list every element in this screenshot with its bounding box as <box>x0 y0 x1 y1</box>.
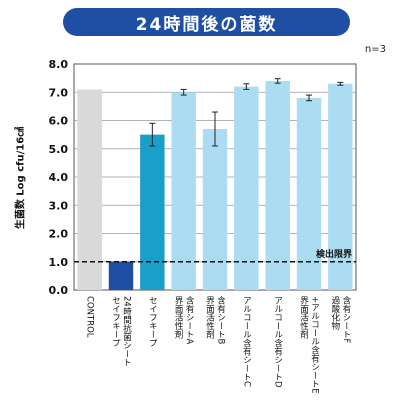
x-tick-label: 界面活性剤 <box>205 296 215 339</box>
y-tick-label: 3.0 <box>49 199 69 212</box>
x-tick-label: +アルコール含有シートE <box>310 296 320 394</box>
x-tick-label: アルコール含有シートD <box>273 296 283 388</box>
x-tick-label: セイフキープ <box>147 296 157 347</box>
x-tick-label: 含有シートF <box>341 295 351 343</box>
y-tick-label: 2.0 <box>49 228 69 241</box>
y-tick-label: 8.0 <box>49 58 69 71</box>
y-tick-label: 6.0 <box>49 115 69 128</box>
x-tick-label: 界面活性剤 <box>173 296 183 339</box>
x-tick-label: 界面活性剤 <box>299 296 309 339</box>
bar <box>328 83 353 291</box>
x-tick-label: セイフキープ <box>111 296 121 347</box>
x-tick-label: 24時間抗菌シート <box>122 296 132 366</box>
x-tick-label: 過酸化物 <box>330 295 340 331</box>
x-tick-label: 含有シートB <box>216 295 226 344</box>
bar <box>171 92 196 290</box>
x-tick-label: 含有シートA <box>184 295 194 344</box>
bar <box>202 128 228 290</box>
bar <box>265 80 290 290</box>
chart-title: 24時間後の菌数 <box>63 8 350 36</box>
bar <box>296 97 322 291</box>
y-tick-label: 5.0 <box>49 143 69 156</box>
bar <box>140 134 165 290</box>
bar <box>77 89 102 290</box>
detection-limit-label: 検出限界 <box>316 248 352 260</box>
y-tick-label: 0.0 <box>49 284 69 297</box>
y-tick-label: 4.0 <box>49 171 69 184</box>
y-tick-label: 7.0 <box>49 86 69 99</box>
x-tick-label: アルコール含有シートC <box>241 296 251 387</box>
y-tick-label: 1.0 <box>49 256 69 269</box>
bar <box>108 261 134 290</box>
sample-size-label: n=3 <box>364 44 386 55</box>
x-tick-label: CONTROL <box>85 296 95 338</box>
bar <box>234 86 259 290</box>
